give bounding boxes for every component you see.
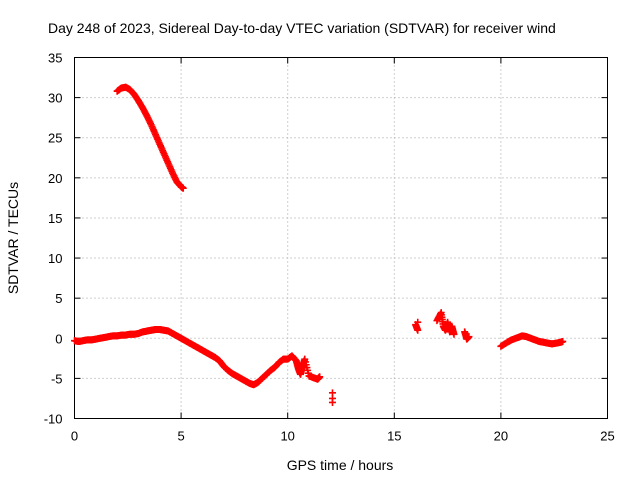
x-tick-label: 5	[177, 429, 184, 444]
chart-title: Day 248 of 2023, Sidereal Day-to-day VTE…	[48, 20, 556, 36]
data-points	[71, 83, 567, 406]
data-point	[151, 129, 159, 137]
data-point	[328, 398, 336, 406]
y-tick-label: 0	[55, 331, 62, 346]
y-tick-label: 35	[48, 51, 62, 66]
plot-frame	[74, 57, 608, 419]
y-tick-label: 15	[48, 211, 62, 226]
x-tick-label: 15	[387, 429, 401, 444]
data-point	[179, 184, 187, 192]
y-tick-label: 5	[55, 291, 62, 306]
x-tick-label: 25	[600, 429, 614, 444]
x-axis-label: GPS time / hours	[287, 457, 394, 473]
data-point	[413, 325, 421, 333]
y-tick-label: -10	[44, 412, 63, 427]
grid	[74, 57, 608, 419]
y-tick-label: 20	[48, 171, 62, 186]
data-point	[155, 139, 163, 147]
y-tick-label: 25	[48, 131, 62, 146]
x-tick-label: 0	[71, 429, 78, 444]
y-tick-label: 30	[48, 91, 62, 106]
tick-labels: 0 5 10 15 20 25 -10 -5 0 5 10 15 20 25 30 35	[44, 51, 615, 444]
x-tick-label: 10	[280, 429, 294, 444]
data-point	[450, 329, 458, 337]
data-point	[315, 373, 323, 381]
data-point	[436, 310, 444, 318]
data-point	[164, 158, 172, 166]
data-point	[558, 338, 566, 346]
x-tick-label: 20	[494, 429, 508, 444]
y-tick-label: 10	[48, 251, 62, 266]
y-tick-label: -5	[51, 371, 63, 386]
data-point	[159, 148, 167, 156]
data-point	[465, 333, 473, 341]
y-axis-label: SDTVAR / TECUs	[5, 182, 21, 294]
